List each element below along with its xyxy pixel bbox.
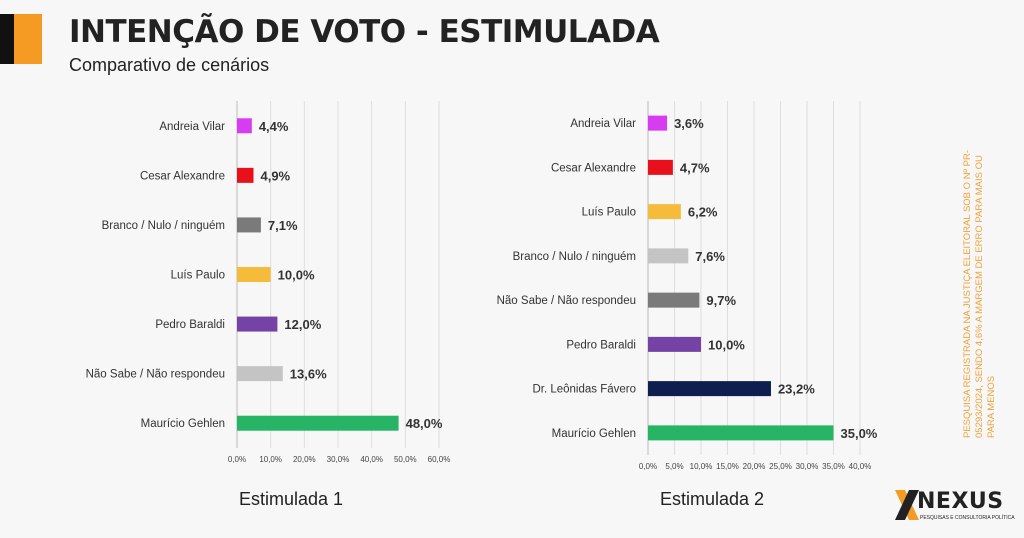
category-label-mauricio-gehlen: Maurício Gehlen — [141, 418, 225, 430]
logo-wordmark: NEXUS — [917, 489, 1004, 514]
bar-andreia-vilar — [237, 118, 252, 134]
x-tick-label: 10,0% — [259, 455, 282, 464]
value-label-luis-paulo: 6,2% — [688, 205, 718, 220]
x-tick-label: 50,0% — [394, 455, 417, 464]
category-label-pedro-baraldi: Pedro Baraldi — [566, 339, 636, 351]
bar-nao-sabe-nao-respondeu — [237, 366, 283, 382]
bar-branco-nulo-ninguem — [237, 217, 261, 233]
value-label-mauricio-gehlen: 48,0% — [406, 416, 443, 431]
value-label-branco-nulo-ninguem: 7,1% — [268, 218, 298, 233]
x-tick-label: 60,0% — [428, 455, 451, 464]
x-tick-label: 40,0% — [849, 462, 872, 471]
x-tick-label: 40,0% — [360, 455, 383, 464]
value-label-nao-sabe-nao-respondeu: 9,7% — [706, 293, 736, 308]
registration-note: PESQUISA REGISTRADA NA JUSTIÇA ELEITORAL… — [962, 149, 997, 438]
value-label-pedro-baraldi: 12,0% — [284, 317, 321, 332]
x-tick-label: 5,0% — [665, 462, 683, 471]
bar-andreia-vilar — [648, 115, 668, 131]
category-label-andreia-vilar: Andreia Vilar — [159, 121, 225, 133]
value-label-branco-nulo-ninguem: 7,6% — [695, 249, 725, 264]
x-tick-label: 0,0% — [639, 462, 657, 471]
bar-mauricio-gehlen — [237, 415, 399, 431]
category-label-nao-sabe-nao-respondeu: Não Sabe / Não respondeu — [86, 369, 225, 381]
chart-title: Estimulada 2 — [660, 489, 764, 509]
value-label-andreia-vilar: 4,4% — [259, 119, 289, 134]
bar-mauricio-gehlen — [648, 425, 834, 441]
value-label-cesar-alexandre: 4,7% — [680, 160, 710, 175]
bar-branco-nulo-ninguem — [648, 248, 689, 264]
x-tick-label: 0,0% — [228, 455, 246, 464]
bar-luis-paulo — [648, 204, 681, 220]
accent-bar-orange — [14, 14, 42, 64]
category-label-cesar-alexandre: Cesar Alexandre — [551, 162, 636, 174]
logo-tagline: PESQUISAS E CONSULTORIA POLÍTICA — [920, 515, 1015, 521]
bar-cesar-alexandre — [237, 167, 254, 183]
category-label-dr-leonidas-favero: Dr. Leônidas Fávero — [532, 384, 636, 396]
category-label-branco-nulo-ninguem: Branco / Nulo / ninguém — [513, 251, 636, 263]
x-tick-label: 25,0% — [769, 462, 792, 471]
category-label-nao-sabe-nao-respondeu: Não Sabe / Não respondeu — [497, 295, 636, 307]
value-label-dr-leonidas-favero: 23,2% — [778, 382, 815, 397]
bar-dr-leonidas-favero — [648, 381, 771, 397]
accent-bar-black — [0, 14, 14, 64]
x-tick-label: 20,0% — [743, 462, 766, 471]
x-tick-label: 15,0% — [716, 462, 739, 471]
category-label-andreia-vilar: Andreia Vilar — [570, 118, 636, 130]
page-subtitle: Comparativo de cenários — [69, 55, 270, 75]
nexus-logo: NEXUS PESQUISAS E CONSULTORIA POLÍTICA — [893, 488, 1015, 528]
x-tick-label: 35,0% — [822, 462, 845, 471]
value-label-luis-paulo: 10,0% — [278, 268, 315, 283]
category-label-mauricio-gehlen: Maurício Gehlen — [552, 428, 636, 440]
bar-cesar-alexandre — [648, 159, 673, 175]
x-tick-label: 10,0% — [690, 462, 713, 471]
bar-nao-sabe-nao-respondeu — [648, 292, 700, 308]
x-tick-label: 20,0% — [293, 455, 316, 464]
value-label-cesar-alexandre: 4,9% — [260, 168, 290, 183]
value-label-mauricio-gehlen: 35,0% — [841, 426, 878, 441]
category-label-cesar-alexandre: Cesar Alexandre — [140, 170, 225, 182]
category-label-luis-paulo: Luís Paulo — [171, 270, 225, 282]
x-tick-label: 30,0% — [796, 462, 819, 471]
bar-luis-paulo — [237, 267, 271, 282]
chart-title: Estimulada 1 — [239, 489, 343, 509]
value-label-andreia-vilar: 3,6% — [674, 116, 704, 131]
value-label-pedro-baraldi: 10,0% — [708, 337, 745, 352]
bar-pedro-baraldi — [648, 336, 701, 352]
category-label-pedro-baraldi: Pedro Baraldi — [155, 319, 225, 331]
nexus-logo-mark — [895, 490, 919, 520]
bar-pedro-baraldi — [237, 316, 278, 332]
category-label-luis-paulo: Luís Paulo — [582, 207, 636, 219]
value-label-nao-sabe-nao-respondeu: 13,6% — [290, 367, 327, 382]
category-label-branco-nulo-ninguem: Branco / Nulo / ninguém — [102, 220, 225, 232]
page-title: INTENÇÃO DE VOTO - ESTIMULADA — [69, 14, 660, 50]
x-tick-label: 30,0% — [327, 455, 350, 464]
